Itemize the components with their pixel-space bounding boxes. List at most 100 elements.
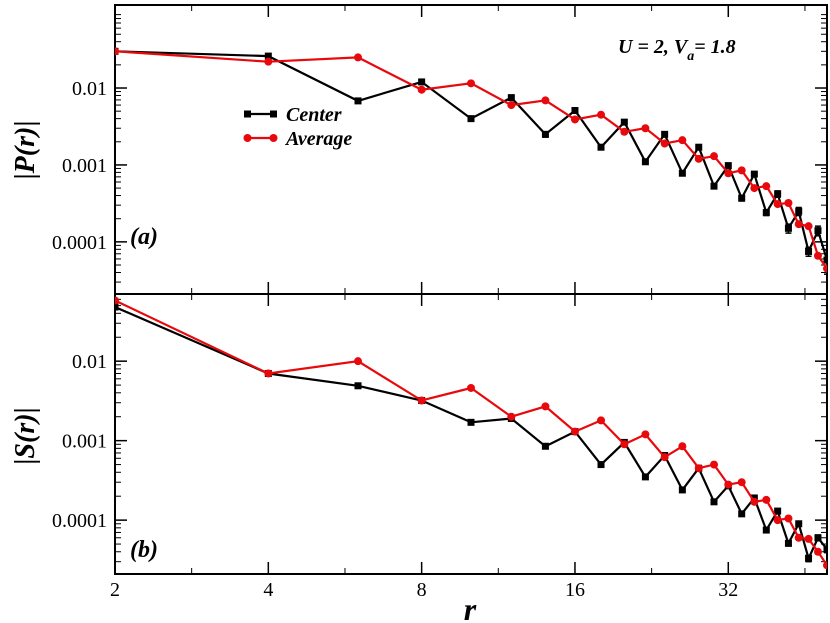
data-point-center <box>774 190 782 198</box>
data-point-average <box>354 357 363 366</box>
data-point-center <box>418 78 426 86</box>
y-axis-title-a: |P(r)| <box>10 121 41 180</box>
data-point-average <box>813 547 822 556</box>
panel-b-series <box>115 296 827 570</box>
x-tick-label: 32 <box>718 579 738 601</box>
data-point-center <box>620 118 628 126</box>
data-point-center <box>762 526 770 534</box>
panel-a: 0.0001 0.001 0.01 (a) |P(r)| U = 2, Va= 1.… <box>10 4 828 295</box>
legend: Center Average <box>243 104 352 150</box>
data-point-center <box>805 554 813 562</box>
data-point-average <box>737 166 746 175</box>
data-point-average <box>678 442 687 451</box>
data-point-average <box>823 561 827 570</box>
data-point-average <box>641 430 650 439</box>
data-point-average <box>467 79 475 88</box>
y-tick-label: 0.0001 <box>52 510 107 532</box>
data-point-average <box>724 169 733 178</box>
legend-label-center: Center <box>286 104 342 126</box>
data-point-average <box>804 222 813 231</box>
x-tick-label: 8 <box>417 579 427 601</box>
data-point-average <box>710 152 719 161</box>
parameter-annotation: U = 2, Va= 1.8 <box>618 36 736 64</box>
data-point-center <box>571 107 579 115</box>
data-point-center <box>823 256 827 264</box>
data-point-center <box>762 209 770 217</box>
data-point-average <box>773 516 782 525</box>
data-point-center <box>795 520 803 528</box>
data-point-average <box>804 534 813 543</box>
data-point-center <box>467 115 475 123</box>
data-point-center <box>695 143 703 151</box>
legend-marker-center-2 <box>270 110 277 118</box>
data-point-center <box>507 94 515 102</box>
data-point-average <box>620 127 629 136</box>
series-line-average <box>115 299 827 566</box>
data-point-average <box>417 396 426 405</box>
data-point-average <box>620 440 629 449</box>
data-point-average <box>507 412 516 421</box>
data-point-center <box>750 170 758 178</box>
y-tick-label: 0.0001 <box>52 232 107 254</box>
data-point-average <box>694 154 703 163</box>
data-point-average <box>762 495 771 504</box>
data-point-center <box>115 303 119 311</box>
data-point-average <box>570 427 579 436</box>
data-point-center <box>354 97 362 105</box>
data-point-average <box>813 251 822 260</box>
data-point-center <box>641 473 649 481</box>
data-point-average <box>641 124 650 133</box>
data-point-average <box>417 85 426 94</box>
data-point-average <box>678 136 687 145</box>
y-axis-title-b: |S(r)| <box>10 407 41 464</box>
data-point-average <box>737 478 746 487</box>
data-point-average <box>115 296 119 305</box>
data-point-center <box>738 510 746 518</box>
data-point-center <box>805 247 813 255</box>
data-point-center <box>710 182 718 190</box>
x-tick-label: 2 <box>110 579 120 601</box>
data-point-average <box>784 514 793 523</box>
y-tick-label: 0.001 <box>62 431 107 453</box>
data-point-center <box>774 507 782 515</box>
data-point-center <box>354 382 362 390</box>
data-point-center <box>678 486 686 494</box>
data-point-center <box>784 539 792 547</box>
data-point-average <box>467 383 475 392</box>
data-point-average <box>784 199 793 208</box>
data-point-average <box>264 57 273 66</box>
legend-marker-center <box>244 110 251 118</box>
panel-a-series <box>115 47 827 275</box>
data-point-center <box>597 461 605 469</box>
data-point-average <box>694 464 703 473</box>
data-point-average <box>597 110 606 119</box>
data-point-center <box>814 534 822 542</box>
panel-a-ticks: 0.0001 0.001 0.01 <box>52 5 827 294</box>
data-point-center <box>641 158 649 166</box>
y-tick-label: 0.01 <box>72 78 107 100</box>
data-point-average <box>264 369 273 378</box>
data-point-average <box>115 47 119 56</box>
data-point-average <box>724 480 733 489</box>
data-point-center <box>814 227 822 235</box>
data-point-center <box>541 130 549 138</box>
panel-label-a: (a) <box>130 224 158 250</box>
data-point-center <box>784 224 792 232</box>
data-point-average <box>541 402 550 411</box>
data-point-average <box>507 101 516 110</box>
x-axis-title: r <box>464 591 477 623</box>
legend-marker-average-2 <box>269 134 278 142</box>
x-tick-label: 16 <box>565 579 585 601</box>
data-point-average <box>354 53 363 62</box>
data-point-center <box>597 143 605 151</box>
data-point-center <box>541 442 549 450</box>
panel-b-ticks: 0.0001 0.001 0.01 2 4 8 16 32 <box>52 294 827 601</box>
y-tick-label: 0.01 <box>72 351 107 373</box>
data-point-center <box>724 162 732 170</box>
data-point-average <box>750 184 759 193</box>
legend-label-average: Average <box>284 128 352 150</box>
data-point-average <box>750 497 759 506</box>
data-point-center <box>738 194 746 202</box>
data-point-center <box>467 418 475 426</box>
data-point-average <box>660 139 669 148</box>
